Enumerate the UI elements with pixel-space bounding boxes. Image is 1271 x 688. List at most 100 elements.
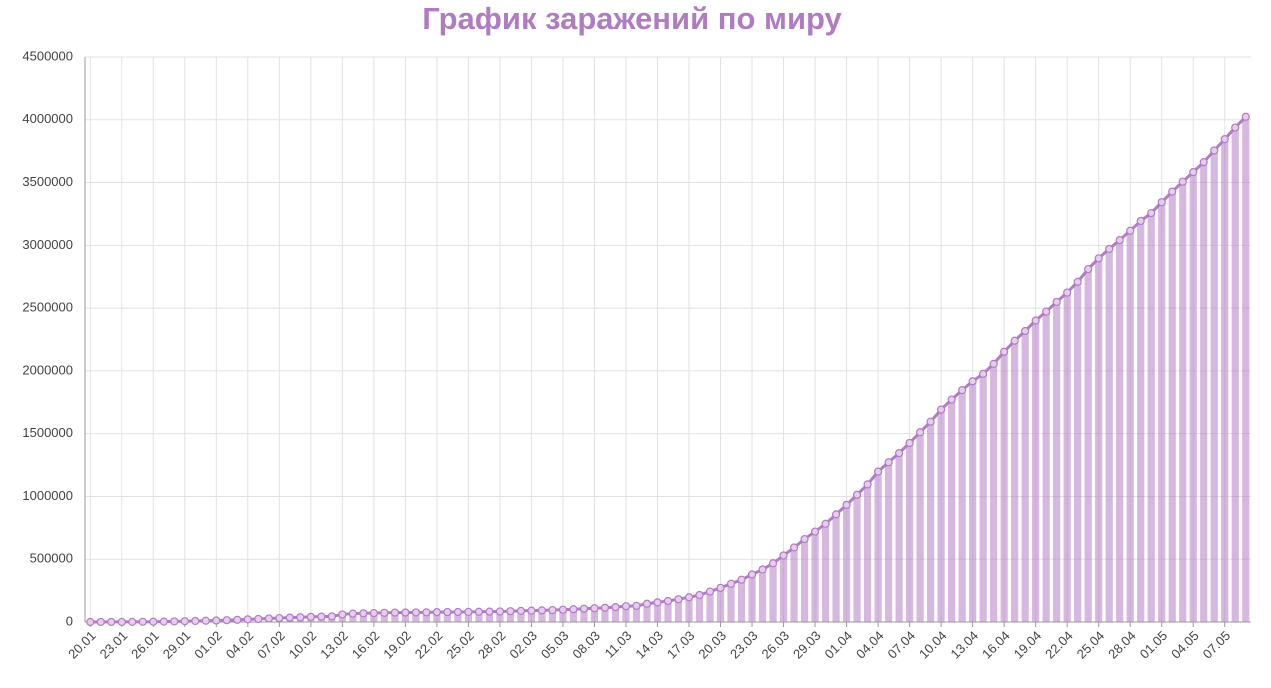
- bar: [1032, 320, 1039, 622]
- x-tick-label: 01.05: [1137, 628, 1171, 662]
- point: [118, 618, 125, 625]
- bar: [759, 570, 766, 622]
- point: [160, 618, 167, 625]
- point: [255, 615, 262, 622]
- x-tick-label: 16.02: [349, 628, 383, 662]
- bar: [822, 524, 829, 622]
- bar: [885, 462, 892, 622]
- bar: [980, 374, 987, 622]
- point: [1022, 327, 1029, 334]
- y-tick-label: 4000000: [22, 111, 73, 126]
- point: [1053, 298, 1060, 305]
- bar: [1127, 231, 1134, 622]
- point: [339, 611, 346, 618]
- point: [1137, 217, 1144, 224]
- bar: [1053, 302, 1060, 622]
- x-tick-label: 04.04: [853, 628, 887, 662]
- bar: [790, 548, 797, 622]
- x-tick-label: 23.03: [727, 628, 761, 662]
- x-tick-label: 08.03: [569, 628, 603, 662]
- point: [654, 599, 661, 606]
- bar: [1043, 312, 1050, 622]
- point: [875, 468, 882, 475]
- x-tick-label: 25.02: [443, 628, 477, 662]
- point: [549, 607, 556, 614]
- point: [812, 528, 819, 535]
- point: [433, 609, 440, 616]
- point: [517, 607, 524, 614]
- point: [665, 597, 672, 604]
- point: [633, 602, 640, 609]
- bar: [906, 443, 913, 622]
- y-tick-label: 3000000: [22, 237, 73, 252]
- point: [507, 608, 514, 615]
- point: [1211, 147, 1218, 154]
- point: [139, 618, 146, 625]
- x-tick-label: 14.03: [632, 628, 666, 662]
- point: [717, 584, 724, 591]
- point: [749, 571, 756, 578]
- bar: [969, 381, 976, 622]
- point: [1064, 289, 1071, 296]
- x-tick-label: 01.04: [822, 628, 856, 662]
- bar: [895, 453, 902, 622]
- point: [791, 544, 798, 551]
- bar: [1001, 352, 1008, 622]
- point: [465, 608, 472, 615]
- bar: [717, 588, 724, 622]
- point: [150, 618, 157, 625]
- bar: [1169, 192, 1176, 622]
- point: [97, 618, 104, 625]
- line: [90, 117, 1245, 622]
- bar: [1095, 258, 1102, 622]
- bar: [1064, 293, 1071, 622]
- point: [1190, 169, 1197, 176]
- bar: [853, 495, 860, 622]
- y-tick-label: 500000: [30, 551, 73, 566]
- point: [696, 592, 703, 599]
- point: [444, 609, 451, 616]
- point: [496, 608, 503, 615]
- y-tick-label: 0: [66, 613, 73, 628]
- bar: [874, 472, 881, 622]
- point: [370, 610, 377, 617]
- bar: [1221, 139, 1228, 622]
- point: [213, 617, 220, 624]
- point: [244, 616, 251, 623]
- x-tick-label: 26.03: [758, 628, 792, 662]
- point: [938, 406, 945, 413]
- point: [1127, 227, 1134, 234]
- x-tick-label: 05.03: [538, 628, 572, 662]
- x-tick-label: 25.04: [1074, 628, 1108, 662]
- bar: [1232, 128, 1239, 622]
- x-tick-label: 10.04: [916, 628, 950, 662]
- point: [1001, 348, 1008, 355]
- bar: [864, 484, 871, 622]
- point: [265, 615, 272, 622]
- bar: [917, 432, 924, 622]
- point: [780, 552, 787, 559]
- point: [1221, 136, 1228, 143]
- point: [391, 609, 398, 616]
- x-tick-label: 28.04: [1105, 628, 1139, 662]
- bar: [927, 422, 934, 622]
- point: [87, 618, 94, 625]
- point: [1032, 317, 1039, 324]
- x-tick-label: 28.02: [475, 628, 509, 662]
- x-tick-label: 13.02: [317, 628, 351, 662]
- point: [381, 609, 388, 616]
- bar: [801, 539, 808, 622]
- bar: [727, 584, 734, 622]
- point: [108, 618, 115, 625]
- bar: [948, 400, 955, 622]
- y-tick-label: 3500000: [22, 174, 73, 189]
- x-tick-label: 07.05: [1200, 628, 1234, 662]
- x-tick-label: 11.03: [602, 628, 635, 661]
- x-tick-label: 16.04: [979, 628, 1013, 662]
- x-tick-label: 20.03: [695, 628, 729, 662]
- point: [559, 606, 566, 613]
- x-tick-label: 20.01: [65, 628, 99, 662]
- point: [612, 604, 619, 611]
- point: [969, 378, 976, 385]
